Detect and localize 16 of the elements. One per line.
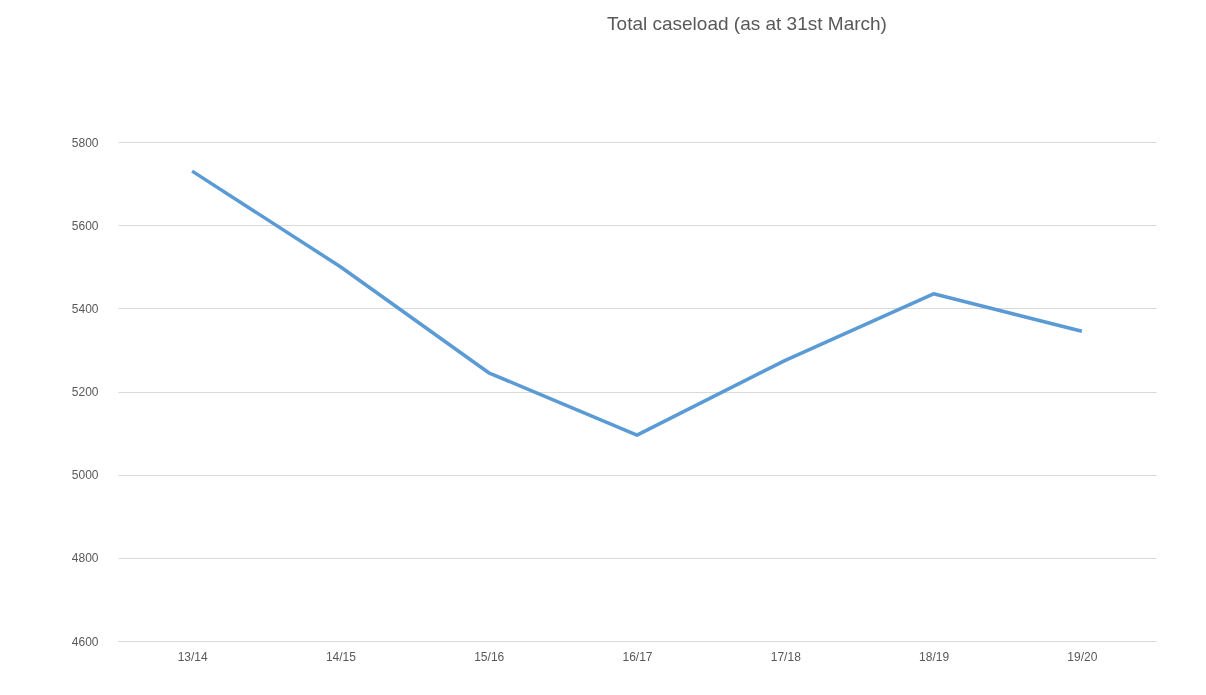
y-tick-label: 5600 [71, 218, 99, 233]
chart-title: Total caseload (as at 31st March) [607, 13, 887, 34]
y-tick-label: 5200 [71, 385, 99, 399]
y-tick-label: 4600 [71, 634, 99, 649]
y-tick-label: 5400 [71, 301, 99, 316]
y-tick-label: 5000 [71, 468, 99, 483]
y-tick-label: 4800 [71, 551, 99, 566]
x-tick-label: 19/20 [1067, 649, 1098, 664]
x-tick-label: 16/17 [622, 649, 653, 664]
x-tick-label: 13/14 [177, 649, 208, 664]
x-tick-label: 14/15 [325, 649, 357, 664]
x-tick-label: 18/19 [919, 649, 950, 664]
x-tick-label: 17/18 [770, 649, 802, 664]
y-tick-label: 5800 [71, 135, 99, 150]
line-series [190, 169, 1084, 437]
x-tick-label: 15/16 [474, 649, 505, 664]
